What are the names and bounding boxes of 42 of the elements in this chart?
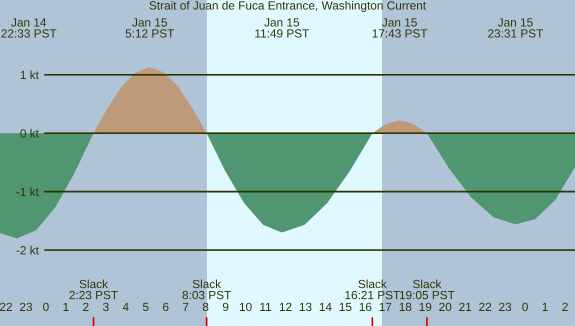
- y-tick-label: -1 kt: [16, 187, 39, 196]
- x-tick-label: 4: [122, 302, 129, 311]
- x-tick-label: 2: [83, 302, 89, 311]
- x-tick-label: 23: [499, 302, 512, 312]
- x-tick-label: 1: [542, 302, 548, 311]
- annotation: Slack 8:03 PST: [182, 280, 231, 300]
- y-tick-label: -2 kt: [16, 246, 39, 254]
- x-tick-label: 12: [280, 302, 292, 311]
- annotation: Slack 2:23 PST: [69, 280, 118, 300]
- x-tick-label: 2: [562, 302, 568, 311]
- x-tick-label: 15: [340, 302, 352, 312]
- x-tick-label: 6: [163, 302, 168, 312]
- x-tick-label: 9: [222, 302, 228, 312]
- x-tick-label: 14: [320, 302, 332, 311]
- x-tick-label: 7: [183, 302, 188, 311]
- x-tick-label: 21: [459, 302, 472, 311]
- annotation: Jan 15 5:12 PST: [126, 18, 174, 38]
- x-tick-label: 23: [20, 302, 32, 312]
- x-tick-label: 18: [400, 302, 412, 312]
- annotation: Jan 15 17:43 PST: [372, 18, 428, 38]
- annotation: Slack 16:21 PST: [345, 280, 400, 300]
- x-tick-label: 20: [439, 302, 452, 312]
- annotation: Slack 19:05 PST: [400, 280, 455, 300]
- x-tick-label: 22: [0, 302, 12, 311]
- x-tick-label: 8: [202, 302, 208, 312]
- x-tick-label: 16: [360, 302, 372, 312]
- annotation: Jan 15 11:49 PST: [255, 18, 310, 38]
- x-tick-label: 22: [479, 302, 492, 311]
- x-tick-label: 13: [300, 302, 312, 312]
- x-tick-label: 19: [420, 302, 432, 312]
- x-tick-label: 5: [142, 302, 149, 312]
- x-tick-label: 17: [380, 302, 392, 311]
- y-tick-label: 1 kt: [20, 70, 39, 80]
- annotation: Jan 14 22:33 PST: [1, 18, 56, 38]
- x-tick-label: 11: [260, 302, 272, 311]
- chart-title: Strait of Juan de Fuca Entrance, Washington Current: [149, 0, 426, 12]
- x-tick-label: 0: [43, 302, 49, 312]
- x-tick-label: 0: [522, 302, 528, 312]
- x-tick-label: 1: [64, 302, 69, 311]
- x-tick-label: 10: [240, 302, 252, 312]
- x-tick-label: 3: [102, 302, 109, 312]
- annotation: Jan 15 23:31 PST: [488, 18, 544, 38]
